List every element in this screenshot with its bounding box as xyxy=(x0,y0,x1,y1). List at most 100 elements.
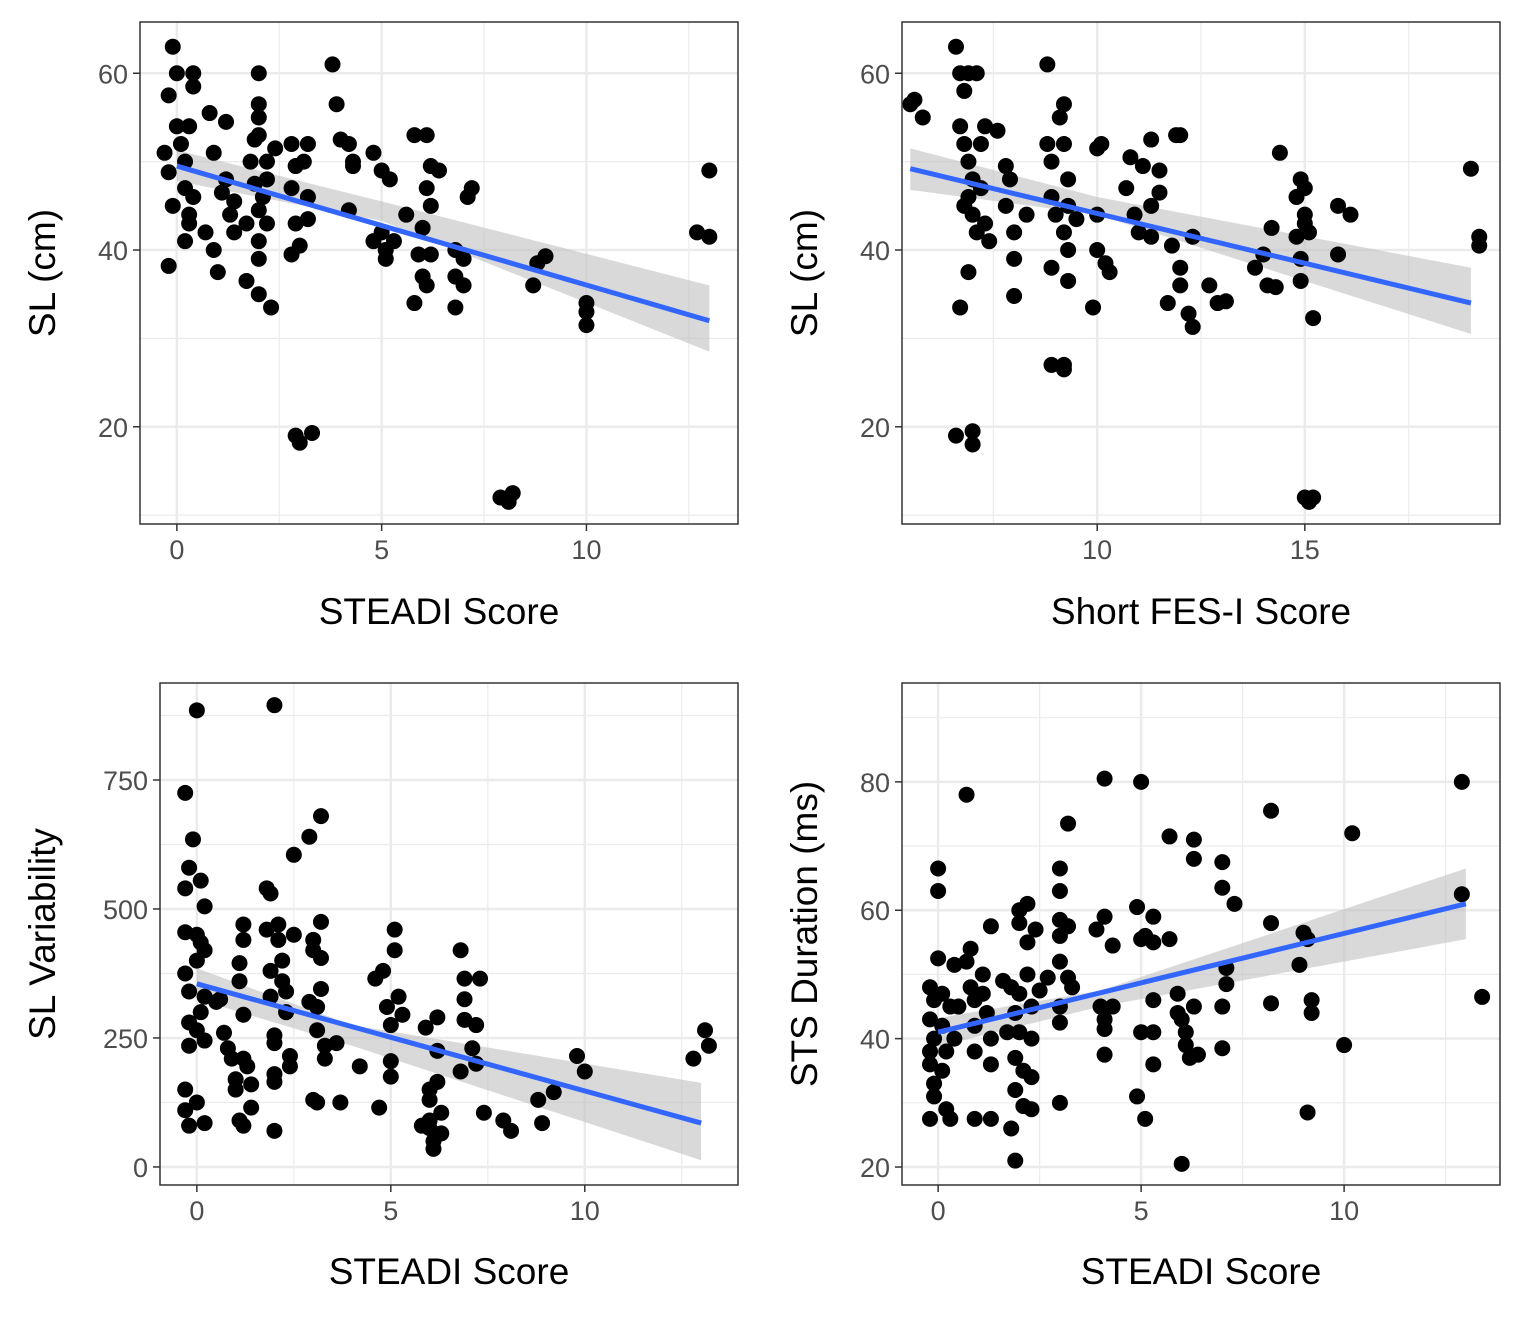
data-point xyxy=(534,1115,551,1132)
y-axis-title-2: SL (cm) xyxy=(784,209,825,337)
data-point xyxy=(960,264,977,281)
data-point xyxy=(934,1062,951,1079)
data-point xyxy=(196,898,213,915)
data-point xyxy=(455,250,472,267)
data-point xyxy=(377,250,394,267)
data-point xyxy=(351,1058,368,1075)
data-point xyxy=(1185,831,1202,848)
data-point xyxy=(231,973,248,990)
data-point xyxy=(578,303,595,320)
data-point xyxy=(188,1094,205,1111)
data-point xyxy=(177,965,194,982)
data-point xyxy=(242,153,259,170)
data-point xyxy=(1101,264,1118,281)
data-point xyxy=(344,158,361,175)
data-point xyxy=(999,1024,1016,1041)
data-point xyxy=(997,158,1014,175)
x-tick-label: 15 xyxy=(1290,535,1320,565)
data-point xyxy=(1271,144,1288,161)
data-point xyxy=(1330,246,1347,263)
data-point xyxy=(1130,224,1147,241)
data-point xyxy=(1047,206,1064,223)
data-point xyxy=(196,1032,213,1049)
data-point xyxy=(982,1030,999,1047)
x-tick-label: 10 xyxy=(571,535,601,565)
x-axis-title-2: Short FES-I Score xyxy=(1051,591,1351,632)
data-point xyxy=(1129,899,1146,916)
data-point xyxy=(956,197,973,214)
data-point xyxy=(386,942,403,959)
y-tick-label: 40 xyxy=(98,236,128,266)
data-point xyxy=(160,164,177,181)
data-point xyxy=(299,211,316,228)
y-tick-label: 60 xyxy=(98,59,128,89)
data-point xyxy=(160,87,177,104)
data-point xyxy=(378,999,395,1016)
data-point xyxy=(381,171,398,188)
data-point xyxy=(982,1110,999,1127)
data-point xyxy=(966,1043,983,1060)
data-point xyxy=(184,831,201,848)
data-point xyxy=(1134,158,1151,175)
data-point xyxy=(578,317,595,334)
data-point xyxy=(1184,318,1201,335)
data-point xyxy=(1471,237,1488,254)
data-point xyxy=(235,931,252,948)
data-point xyxy=(1185,998,1202,1015)
data-point xyxy=(1344,825,1361,842)
data-point xyxy=(1133,773,1150,790)
data-point xyxy=(1143,131,1160,148)
data-point xyxy=(185,78,202,95)
data-point xyxy=(974,985,991,1002)
data-point xyxy=(1011,985,1028,1002)
x-tick-label: 5 xyxy=(374,535,389,565)
data-point xyxy=(1019,966,1036,983)
data-point xyxy=(1291,956,1308,973)
data-point xyxy=(160,257,177,274)
data-point xyxy=(1060,242,1077,259)
data-point xyxy=(1288,228,1305,245)
data-point xyxy=(1126,206,1143,223)
data-point xyxy=(239,1058,256,1075)
data-point xyxy=(238,272,255,289)
regression-line xyxy=(196,981,702,1126)
data-point xyxy=(1292,272,1309,289)
data-point xyxy=(212,991,229,1008)
data-point xyxy=(266,697,283,714)
data-point xyxy=(1060,918,1077,935)
data-point xyxy=(231,955,248,972)
data-point xyxy=(418,127,435,144)
data-point xyxy=(1055,96,1072,113)
data-point xyxy=(942,1110,959,1127)
data-point xyxy=(966,1110,983,1127)
data-point xyxy=(1462,160,1479,177)
data-point xyxy=(1172,127,1189,144)
data-point xyxy=(209,264,226,281)
data-point xyxy=(569,1048,586,1065)
data-point xyxy=(205,242,222,259)
data-point xyxy=(926,1075,943,1092)
data-point xyxy=(274,952,291,969)
x-tick-label: 10 xyxy=(1329,1196,1359,1226)
data-point xyxy=(316,1050,333,1067)
x-tick-label: 10 xyxy=(570,1196,600,1226)
data-point xyxy=(960,153,977,170)
data-point xyxy=(324,56,341,73)
data-point xyxy=(1133,1024,1150,1041)
data-point xyxy=(914,109,931,126)
data-point xyxy=(1172,259,1189,276)
data-point xyxy=(262,885,279,902)
data-point xyxy=(997,197,1014,214)
data-point xyxy=(429,1073,446,1090)
data-point xyxy=(1011,1024,1028,1041)
y-tick-label: 20 xyxy=(860,413,890,443)
data-point xyxy=(1453,886,1470,903)
data-point xyxy=(982,918,999,935)
data-point xyxy=(962,940,979,957)
data-point xyxy=(250,65,267,82)
data-point xyxy=(946,956,963,973)
data-point xyxy=(235,1006,252,1023)
data-point xyxy=(989,122,1006,139)
data-point xyxy=(1096,1021,1113,1038)
